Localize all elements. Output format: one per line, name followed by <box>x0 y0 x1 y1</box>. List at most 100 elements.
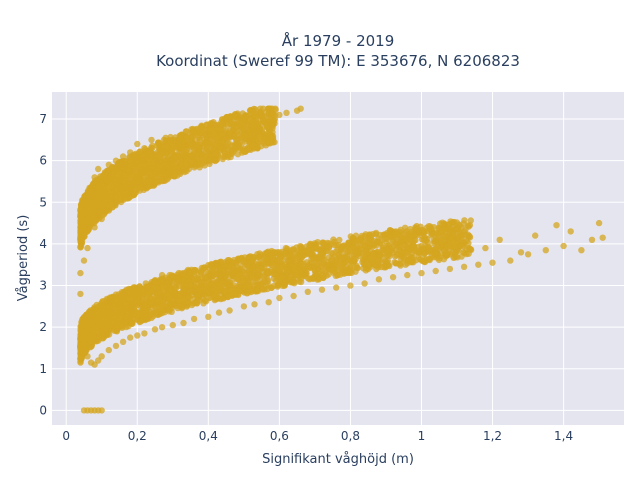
scatter-point <box>141 145 148 152</box>
scatter-point <box>251 274 258 281</box>
x-tick-label: 1,4 <box>554 429 573 443</box>
scatter-point-dense <box>400 254 407 262</box>
scatter-point-dense <box>214 289 221 296</box>
scatter-point-dense <box>392 240 400 248</box>
y-tick-label: 5 <box>39 195 47 209</box>
scatter-point-dense <box>208 281 216 288</box>
scatter-point <box>87 319 95 327</box>
scatter-point <box>333 284 340 291</box>
scatter-point-dense <box>260 285 267 293</box>
scatter-point <box>460 263 468 270</box>
scatter-point-dense <box>409 249 416 256</box>
scatter-point-dense <box>306 250 313 257</box>
scatter-point-dense <box>191 295 198 302</box>
scatter-point <box>162 161 169 168</box>
scatter-point-dense <box>447 234 455 241</box>
scatter-point-dense <box>91 184 99 191</box>
scatter-point-dense <box>119 192 126 199</box>
scatter-point-dense <box>336 236 343 244</box>
scatter-point <box>496 236 503 243</box>
scatter-point-dense <box>103 177 111 184</box>
scatter-point-dense <box>345 239 352 246</box>
scatter-point-dense <box>169 297 177 304</box>
scatter-point <box>84 244 91 252</box>
scatter-point-dense <box>196 297 203 304</box>
scatter-point-dense <box>139 158 146 165</box>
scatter-point-dense <box>314 244 321 252</box>
scatter-point-dense <box>221 290 228 297</box>
scatter-point-dense <box>236 270 244 277</box>
scatter-point-dense <box>454 226 462 233</box>
scatter-point <box>475 261 482 268</box>
y-tick-label: 1 <box>39 362 47 376</box>
scatter-point-dense <box>147 310 155 317</box>
scatter-point-dense <box>126 312 134 320</box>
scatter-point-dense <box>214 126 222 133</box>
scatter-point-dense <box>265 140 272 147</box>
scatter-point-dense <box>460 220 467 227</box>
scatter-point-dense <box>189 133 196 141</box>
scatter-point-dense <box>452 248 460 255</box>
scatter-point <box>212 147 219 154</box>
scatter-point-dense <box>236 144 243 151</box>
scatter-point-dense <box>117 184 125 192</box>
scatter-point-dense <box>279 282 286 290</box>
scatter-point-dense <box>299 272 307 279</box>
scatter-point-dense <box>141 175 148 182</box>
scatter-point <box>460 238 468 246</box>
scatter-point-dense <box>251 269 259 276</box>
scatter-point-dense <box>85 214 93 221</box>
scatter-point <box>176 157 184 164</box>
scatter-point-dense <box>318 250 326 258</box>
scatter-point-dense <box>466 234 474 241</box>
scatter-point-dense <box>290 246 297 253</box>
scatter-point-dense <box>296 267 303 274</box>
scatter-point <box>432 267 439 275</box>
scatter-point <box>304 263 311 270</box>
scatter-point <box>80 232 88 239</box>
scatter-point-dense <box>270 116 277 124</box>
scatter-point-dense <box>257 125 264 132</box>
scatter-point-dense <box>186 294 193 301</box>
scatter-point-dense <box>344 269 351 276</box>
scatter-point-dense <box>206 160 213 168</box>
scatter-point <box>276 111 283 119</box>
scatter-point <box>578 247 585 254</box>
scatter-point-dense <box>467 217 474 224</box>
scatter-point-dense <box>442 233 450 241</box>
scatter-point-dense <box>198 122 205 129</box>
scatter-point-dense <box>228 146 235 154</box>
scatter-point <box>304 288 311 295</box>
scatter-point <box>112 299 120 306</box>
scatter-point-dense <box>148 150 155 157</box>
scatter-point <box>183 155 191 162</box>
scatter-point <box>588 236 596 243</box>
scatter-point <box>98 407 105 414</box>
scatter-point-dense <box>323 248 331 255</box>
scatter-point <box>418 242 425 250</box>
scatter-point-dense <box>109 204 116 211</box>
x-tick-label: 1 <box>418 429 426 443</box>
scatter-point <box>112 342 120 350</box>
scatter-point <box>517 249 525 256</box>
scatter-point-dense <box>393 260 400 267</box>
scatter-point <box>98 307 105 314</box>
scatter-point-dense <box>123 323 130 331</box>
scatter-point <box>233 124 240 131</box>
scatter-point-dense <box>245 254 252 261</box>
scatter-point <box>91 313 98 320</box>
scatter-point-dense <box>77 323 84 330</box>
scatter-point <box>77 344 84 352</box>
scatter-point-dense <box>178 163 185 171</box>
scatter-point-dense <box>129 318 136 325</box>
scatter-point-dense <box>198 264 205 272</box>
scatter-point <box>77 290 84 298</box>
scatter-point-dense <box>456 243 464 250</box>
scatter-point <box>361 280 368 287</box>
scatter-point-dense <box>274 283 281 290</box>
scatter-point-dense <box>254 120 261 127</box>
scatter-point <box>127 334 134 341</box>
scatter-point-dense <box>176 297 183 304</box>
scatter-point <box>151 326 159 333</box>
